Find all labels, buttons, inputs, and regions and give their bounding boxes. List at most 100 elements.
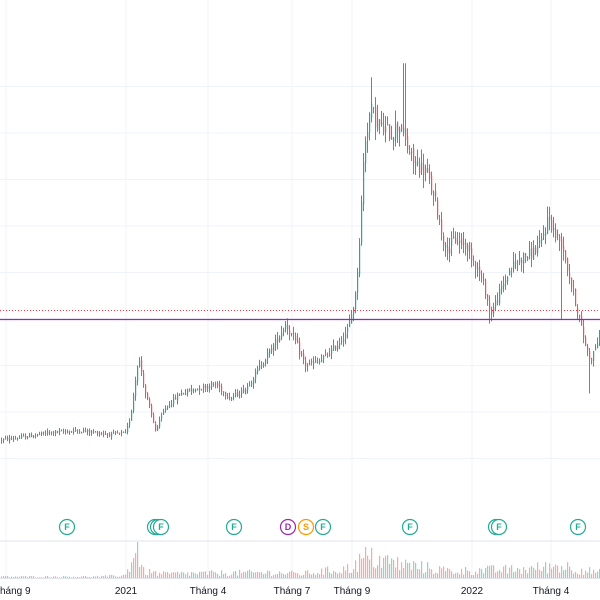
volume-bar	[195, 573, 197, 578]
candle-body	[107, 434, 109, 436]
candle-body	[519, 257, 521, 263]
event-marker-circle	[152, 518, 170, 536]
candle-body	[189, 388, 191, 392]
candle-body	[417, 161, 419, 164]
volume-bar	[489, 565, 491, 578]
volume-bar	[513, 572, 515, 578]
event-marker[interactable]: F	[490, 518, 508, 536]
event-marker-circle	[569, 518, 587, 536]
volume-bar	[437, 573, 439, 578]
volume-bar	[535, 569, 537, 578]
candle-body	[503, 283, 505, 287]
candle-body	[141, 359, 143, 373]
candle-body	[269, 349, 271, 354]
event-marker[interactable]: S	[297, 518, 315, 536]
candle-body	[75, 429, 77, 431]
candle-body	[471, 248, 473, 261]
volume-bar	[209, 570, 211, 578]
volume-bar	[533, 567, 535, 578]
volume-bar	[597, 571, 599, 578]
candle-body	[523, 252, 525, 264]
candle-body	[229, 397, 231, 399]
candle-body	[15, 438, 17, 440]
candle-body	[25, 435, 27, 439]
x-tick-label: 2021	[115, 586, 138, 597]
volume-bar	[315, 574, 317, 578]
volume-bar	[321, 568, 323, 578]
candle-body	[277, 338, 279, 343]
candle-body	[583, 326, 585, 339]
candle-body	[303, 353, 305, 360]
candle-body	[7, 437, 9, 441]
volume-bar	[545, 561, 547, 578]
candle-body	[183, 393, 185, 395]
x-tick-label: háng 9	[0, 586, 31, 597]
candle-body	[45, 432, 47, 434]
volume-bar	[277, 574, 279, 578]
volume-bar	[307, 570, 309, 578]
event-marker[interactable]: F	[569, 518, 587, 536]
candle-body	[575, 288, 577, 306]
volume-bar	[335, 571, 337, 578]
volume-bar	[83, 576, 85, 578]
candle-body	[545, 232, 547, 236]
volume-bar	[425, 572, 427, 578]
candle-body	[445, 244, 447, 248]
event-marker[interactable]: F	[401, 518, 419, 536]
candlestick-series	[1, 63, 600, 444]
candle-body	[593, 351, 595, 361]
event-marker-label: F	[407, 522, 413, 532]
candle-body	[113, 432, 115, 434]
candle-body	[331, 348, 333, 355]
event-marker-label: F	[320, 522, 326, 532]
volume-bar	[13, 576, 15, 578]
volume-bar	[551, 568, 553, 578]
volume-bar	[455, 573, 457, 578]
volume-bar	[183, 572, 185, 578]
volume-bar	[269, 571, 271, 578]
candle-body	[77, 429, 79, 431]
volume-bar	[41, 577, 43, 578]
volume-bar	[329, 572, 331, 578]
volume-bar	[155, 571, 157, 578]
volume-bar	[113, 575, 115, 578]
event-marker-label: F	[496, 522, 502, 532]
chart-grid	[0, 0, 600, 578]
volume-bar	[567, 562, 569, 578]
volume-bar	[495, 572, 497, 578]
volume-bar	[451, 571, 453, 578]
candle-body	[555, 228, 557, 238]
event-marker[interactable]: D	[279, 518, 297, 536]
volume-bar	[247, 570, 249, 578]
volume-bar	[303, 574, 305, 578]
candle-body	[307, 365, 309, 367]
candle-body	[37, 433, 39, 435]
event-marker[interactable]: F	[58, 518, 76, 536]
volume-bar	[271, 576, 273, 578]
volume-bar	[257, 571, 259, 578]
candle-body	[273, 344, 275, 350]
volume-bar	[511, 565, 513, 578]
event-marker[interactable]: F	[152, 518, 170, 536]
candle-body	[311, 361, 313, 363]
volume-bar	[373, 567, 375, 578]
candle-body	[507, 277, 509, 282]
volume-bar	[117, 576, 119, 578]
volume-bar	[541, 570, 543, 578]
volume-bar	[547, 573, 549, 578]
event-marker[interactable]: F	[314, 518, 332, 536]
candle-body	[399, 128, 401, 134]
candle-body	[13, 438, 15, 440]
volume-bar	[125, 574, 127, 578]
volume-bar	[191, 572, 193, 578]
candle-body	[317, 361, 319, 363]
candle-body	[455, 238, 457, 243]
volume-bar	[467, 570, 469, 578]
event-marker[interactable]: F	[225, 518, 243, 536]
candle-body	[491, 309, 493, 315]
volume-bar	[61, 577, 63, 578]
candle-body	[367, 132, 369, 138]
volume-bar	[19, 576, 21, 578]
